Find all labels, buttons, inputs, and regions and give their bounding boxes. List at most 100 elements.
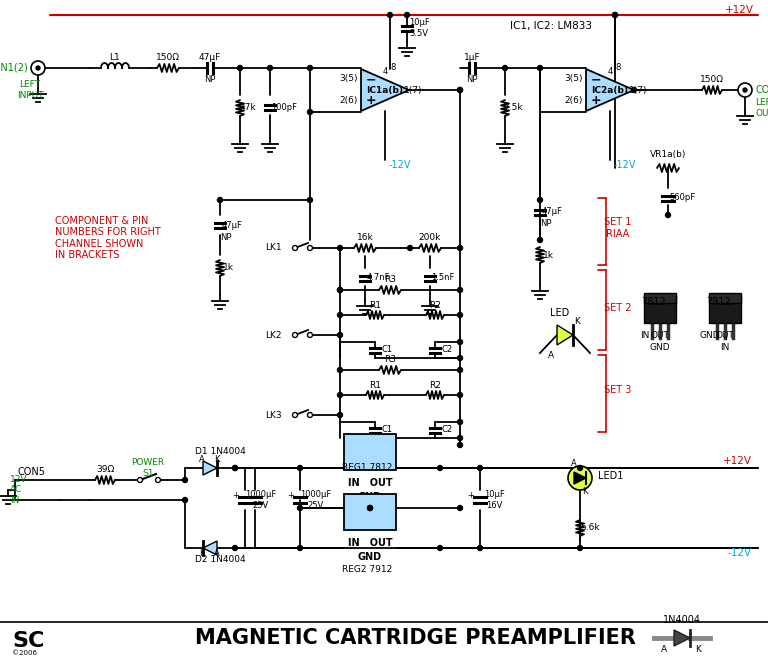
Text: 3(5): 3(5) [564, 75, 583, 84]
Text: K: K [695, 645, 701, 655]
Circle shape [307, 110, 313, 114]
Circle shape [217, 197, 223, 203]
Text: 7912: 7912 [707, 297, 731, 307]
Text: C1: C1 [382, 345, 392, 354]
Circle shape [538, 238, 542, 242]
Text: L1: L1 [110, 53, 121, 63]
Circle shape [233, 465, 237, 471]
Circle shape [458, 368, 462, 372]
Circle shape [337, 288, 343, 292]
Text: CON3(4): CON3(4) [755, 85, 768, 95]
Circle shape [337, 412, 343, 418]
Text: 1000μF
25V: 1000μF 25V [245, 490, 276, 510]
Text: 39Ω: 39Ω [96, 465, 114, 475]
Text: 1k: 1k [223, 263, 233, 273]
Text: 47μF: 47μF [221, 220, 243, 230]
Circle shape [458, 88, 462, 92]
Text: GND: GND [358, 492, 382, 502]
Circle shape [297, 506, 303, 510]
Circle shape [337, 288, 343, 292]
Circle shape [631, 88, 637, 92]
Text: LK2: LK2 [266, 331, 282, 339]
Text: SET 2: SET 2 [604, 303, 632, 313]
Text: 8: 8 [390, 63, 396, 73]
Text: 2(6): 2(6) [339, 96, 358, 106]
Circle shape [458, 312, 462, 317]
Text: LED: LED [551, 308, 570, 318]
Text: K: K [214, 455, 220, 465]
Circle shape [578, 465, 582, 471]
Text: −: − [591, 73, 601, 86]
FancyBboxPatch shape [344, 434, 396, 470]
Text: IN: IN [720, 343, 730, 352]
Text: 16k: 16k [356, 234, 373, 242]
Circle shape [613, 13, 617, 18]
Text: 10μF
16V: 10μF 16V [484, 490, 505, 510]
Polygon shape [361, 69, 409, 111]
Circle shape [502, 65, 508, 71]
Text: R2: R2 [429, 302, 441, 310]
Circle shape [458, 288, 462, 292]
Text: 4: 4 [382, 67, 388, 77]
Circle shape [297, 465, 303, 471]
Circle shape [307, 333, 313, 337]
Text: 1(7): 1(7) [404, 86, 422, 94]
Circle shape [237, 65, 243, 71]
Circle shape [293, 246, 297, 251]
Text: C1: C1 [382, 426, 392, 434]
Text: K: K [574, 317, 580, 325]
Circle shape [337, 246, 343, 251]
Text: C2: C2 [442, 426, 452, 434]
Text: COMPONENT & PIN
NUMBERS FOR RIGHT
CHANNEL SHOWN
IN BRACKETS: COMPONENT & PIN NUMBERS FOR RIGHT CHANNE… [55, 216, 161, 261]
Circle shape [458, 356, 462, 360]
Text: +: + [366, 94, 376, 107]
Text: -12V: -12V [728, 548, 752, 558]
Circle shape [388, 13, 392, 18]
Circle shape [183, 498, 187, 502]
Text: IC1a(b): IC1a(b) [366, 86, 403, 94]
Text: R3: R3 [384, 356, 396, 364]
Circle shape [307, 246, 313, 251]
Text: IC1, IC2: LM833: IC1, IC2: LM833 [510, 21, 592, 31]
Text: 150Ω: 150Ω [156, 53, 180, 63]
Text: IC2a(b): IC2a(b) [591, 86, 628, 94]
Text: 7.5k: 7.5k [503, 104, 523, 112]
Text: POWER
S1: POWER S1 [131, 458, 164, 478]
Text: C2: C2 [442, 345, 452, 354]
Text: 1μF: 1μF [464, 53, 480, 63]
Text: -12V: -12V [389, 160, 412, 170]
Polygon shape [203, 461, 217, 475]
Text: +: + [233, 492, 240, 500]
Circle shape [337, 333, 343, 337]
Circle shape [568, 466, 592, 490]
Text: NP: NP [220, 232, 232, 242]
Text: 1.5nF: 1.5nF [432, 273, 455, 282]
Circle shape [458, 246, 462, 251]
Text: +: + [287, 492, 294, 500]
Bar [709, 295, 741, 323]
Circle shape [307, 412, 313, 418]
Circle shape [438, 546, 442, 550]
Text: OUT: OUT [716, 331, 734, 341]
Circle shape [458, 88, 462, 92]
Text: LEFT
OUTPUT: LEFT OUTPUT [755, 98, 768, 117]
Text: SET 3: SET 3 [604, 385, 632, 395]
Circle shape [458, 420, 462, 424]
Circle shape [478, 465, 482, 471]
Polygon shape [574, 472, 586, 484]
Text: CON1(2): CON1(2) [0, 63, 28, 73]
Text: 1N4004: 1N4004 [663, 615, 701, 625]
Circle shape [155, 477, 161, 482]
Circle shape [458, 442, 462, 447]
Text: 100pF: 100pF [271, 102, 297, 112]
Text: 1000μF
25V: 1000μF 25V [300, 490, 332, 510]
Text: 10μF
3.5V: 10μF 3.5V [409, 18, 429, 38]
Text: 12V
AC
IN: 12V AC IN [10, 475, 28, 505]
Text: 3(5): 3(5) [339, 75, 358, 84]
Circle shape [738, 83, 752, 97]
Text: ©2006: ©2006 [12, 650, 37, 656]
Text: MAGNETIC CARTRIDGE PREAMPLIFIER: MAGNETIC CARTRIDGE PREAMPLIFIER [195, 628, 636, 648]
Circle shape [458, 393, 462, 397]
Text: OUT: OUT [650, 331, 670, 341]
Circle shape [293, 333, 297, 337]
